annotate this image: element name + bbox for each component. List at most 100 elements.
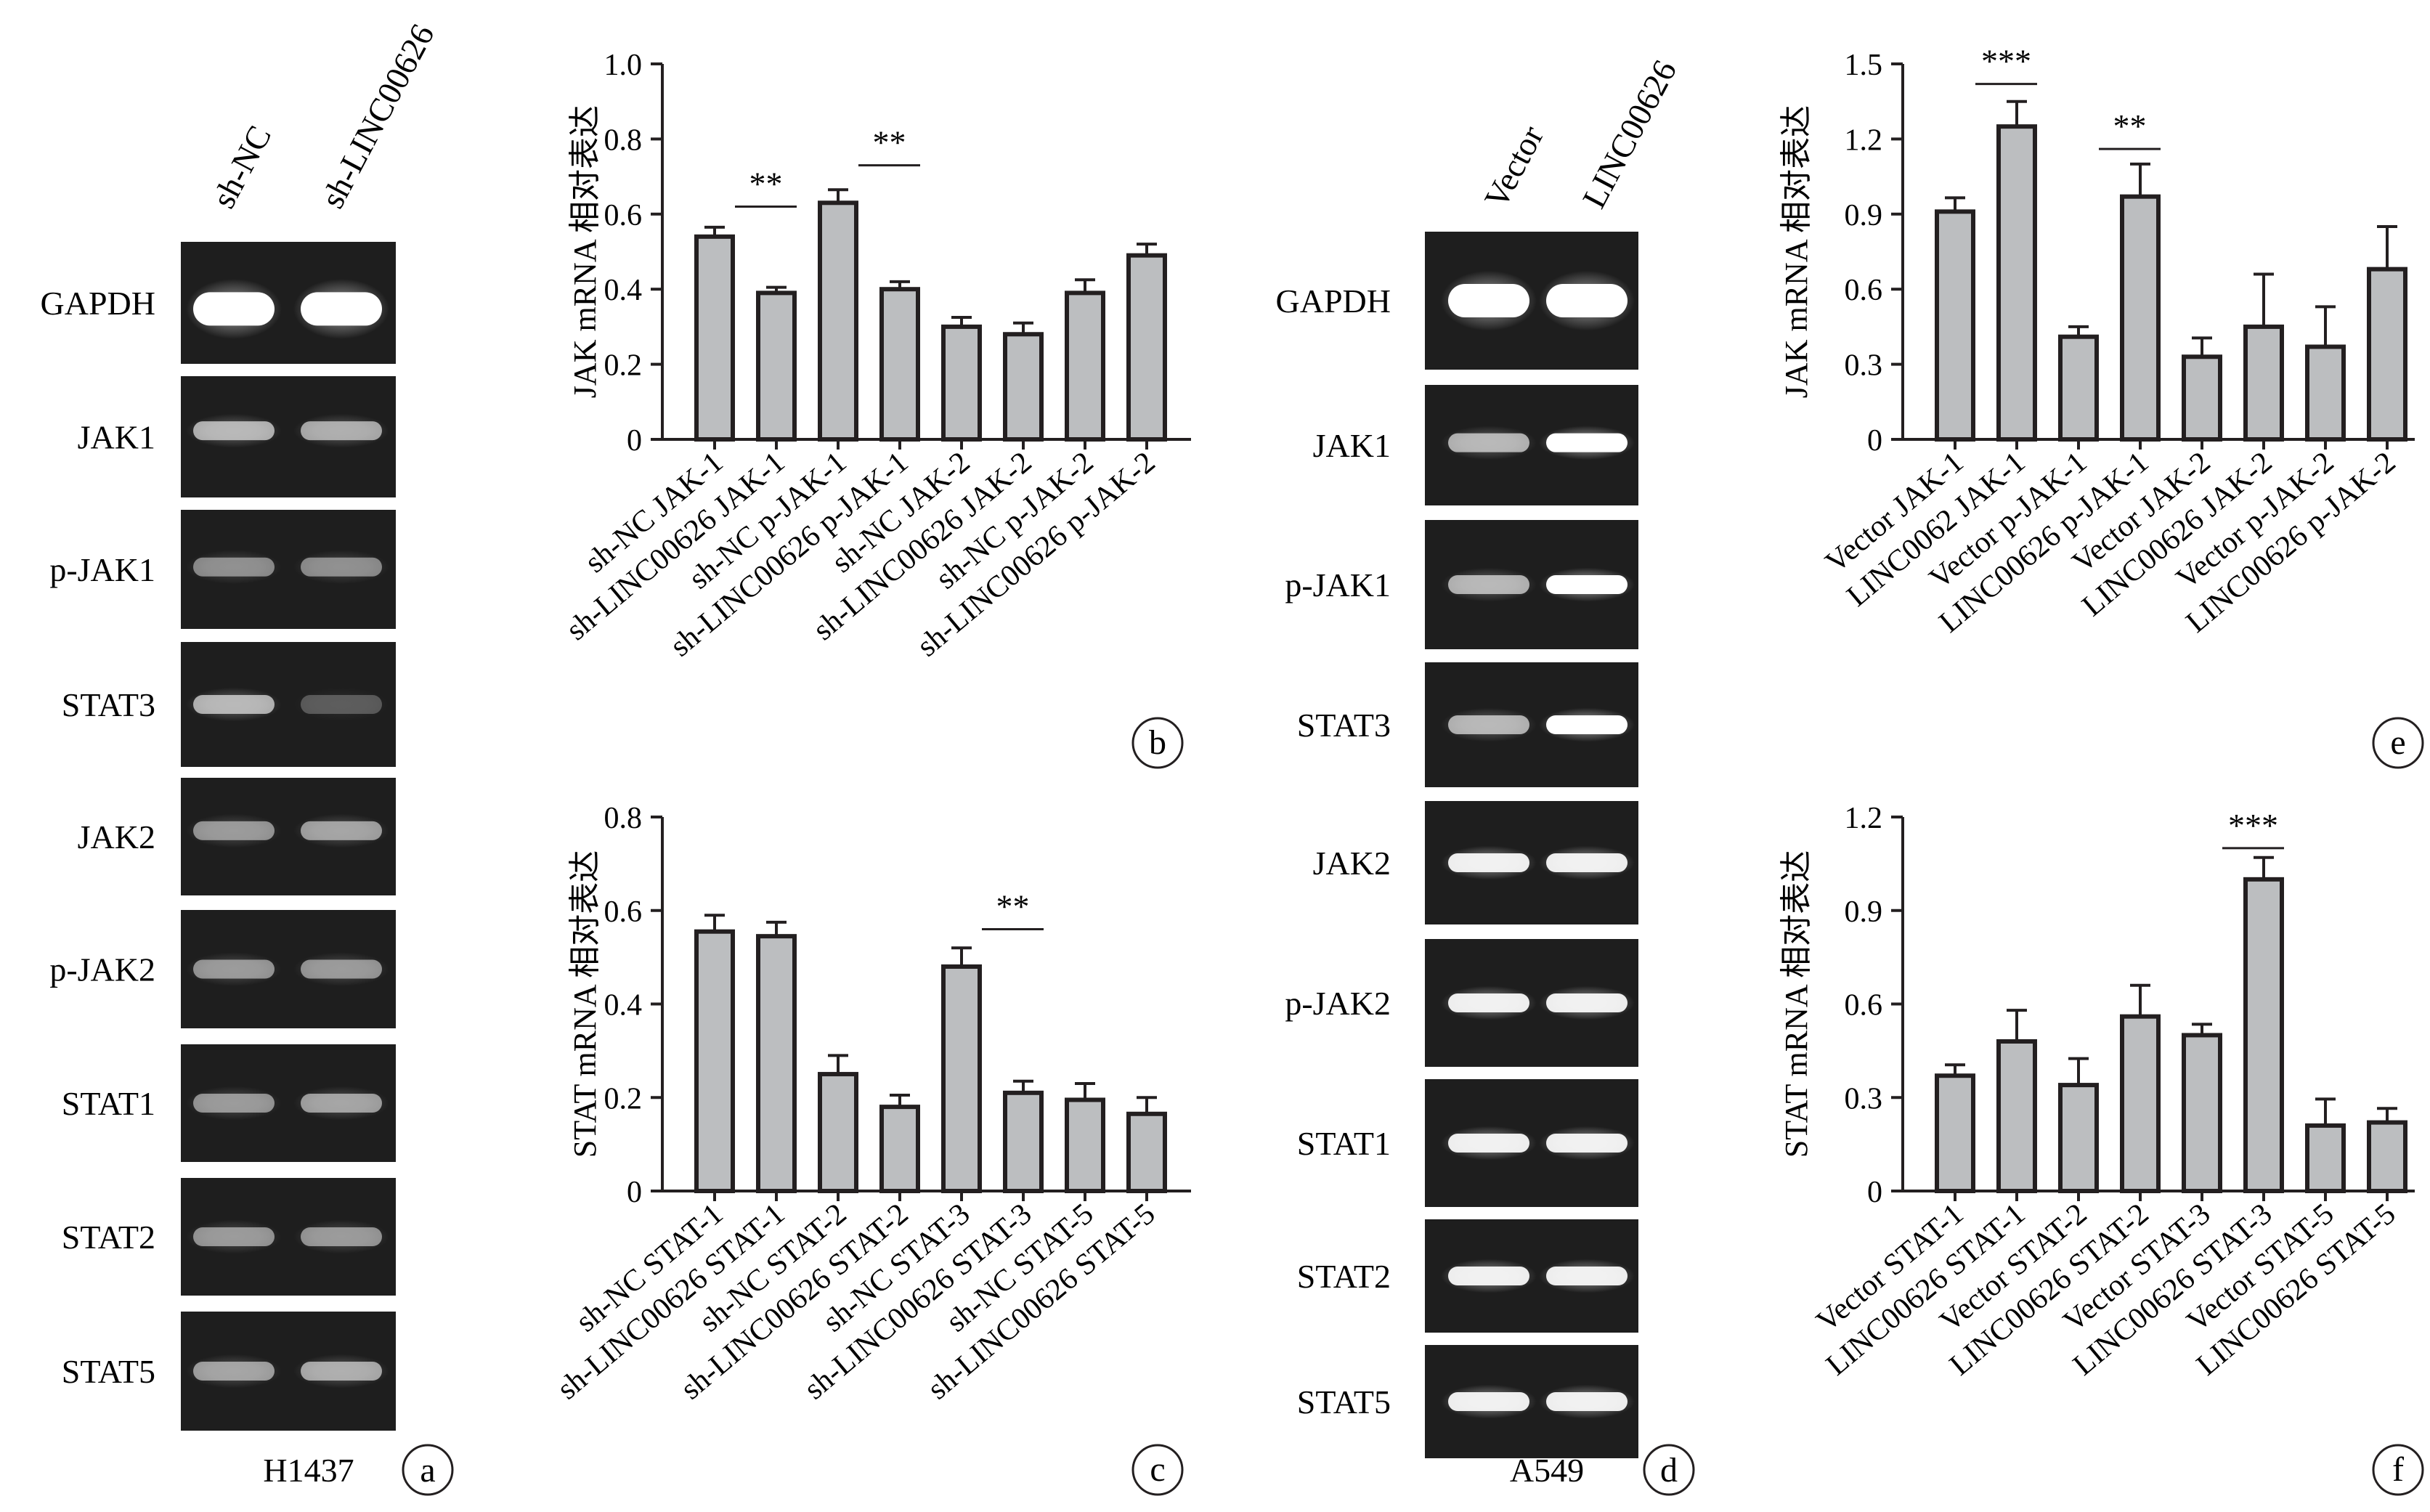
- y-tick-label: 0.8: [604, 123, 643, 157]
- blot-label-p-jak2: p-JAK2: [1285, 985, 1391, 1022]
- blot-label-p-jak2: p-JAK2: [49, 951, 155, 988]
- bar-linc00626-stat-3: [2243, 877, 2284, 1194]
- error-bar: [2068, 1057, 2089, 1086]
- bar-vector-jak-2: [2182, 354, 2222, 442]
- blot-label-jak1: JAK1: [78, 419, 155, 456]
- bar-sh-linc00626-stat-3: [1003, 1090, 1044, 1193]
- gel-band: [1539, 845, 1635, 880]
- error-bar: [704, 225, 725, 237]
- bar-sh-nc-stat-2: [818, 1072, 858, 1193]
- error-bar: [2192, 336, 2212, 357]
- error-bar: [890, 280, 910, 290]
- svg-text:a: a: [420, 1451, 435, 1489]
- gel-band: [1441, 845, 1537, 880]
- bar-sh-linc00626-jak-2: [1003, 332, 1044, 442]
- gel-band: [1539, 1384, 1635, 1419]
- blot-row-stat5: STAT5: [62, 1312, 396, 1431]
- lane-label-sh-linc00626: sh-LINC00626: [314, 18, 442, 214]
- gel-band: [1539, 270, 1635, 331]
- gel-band: [186, 279, 282, 339]
- blot-label-gapdh: GAPDH: [1276, 283, 1391, 320]
- gel-band: [293, 550, 389, 585]
- svg-text:b: b: [1149, 723, 1166, 762]
- error-bar: [828, 188, 848, 203]
- bar-linc00626-stat-5: [2367, 1120, 2407, 1194]
- gel-band: [1441, 567, 1537, 602]
- gel-rows-d: GAPDH JAK1 p-JAK1 STAT3 JAK2 p-JAK2 STAT1 STAT2…: [1276, 232, 1638, 1458]
- blot-label-jak2: JAK2: [1313, 845, 1391, 882]
- error-bar: [2130, 162, 2150, 197]
- significance-marker: **: [2099, 107, 2161, 150]
- blot-label-stat5: STAT5: [62, 1353, 155, 1390]
- bar-sh-nc-p-jak-1: [818, 200, 858, 442]
- blot-row-stat5: STAT5: [1297, 1345, 1638, 1458]
- significance-marker: ***: [2222, 807, 2284, 850]
- error-bar: [951, 946, 972, 967]
- svg-text:***: ***: [1981, 43, 2031, 80]
- gel-band: [1441, 1259, 1537, 1293]
- bar-sh-nc-stat-1: [694, 929, 735, 1193]
- blot-row-jak1: JAK1: [78, 376, 396, 497]
- y-tick-label: 0.2: [604, 1082, 643, 1115]
- error-bar: [2315, 305, 2336, 347]
- error-bar: [2377, 225, 2397, 269]
- blot-label-stat1: STAT1: [1297, 1125, 1391, 1162]
- error-bar: [2007, 99, 2027, 127]
- error-bar: [2068, 325, 2089, 337]
- y-tick-label: 0.4: [604, 274, 643, 307]
- gel-band: [1441, 1384, 1537, 1419]
- y-tick-label: 0.4: [604, 989, 643, 1023]
- blot-row-stat1: STAT1: [1297, 1079, 1638, 1207]
- gel-band: [293, 1219, 389, 1254]
- blot-label-stat3: STAT3: [1297, 707, 1391, 744]
- bar-linc00626-stat-2: [2120, 1014, 2161, 1193]
- y-tick-label: 1.5: [1845, 49, 1883, 82]
- blot-label-stat1: STAT1: [62, 1085, 155, 1122]
- y-tick-label: 0.9: [1845, 199, 1883, 232]
- error-bar: [1137, 243, 1157, 256]
- bar-vector-stat-5: [2305, 1123, 2346, 1193]
- y-tick-label: 0.2: [604, 349, 643, 383]
- svg-text:d: d: [1660, 1451, 1678, 1489]
- bar-sh-nc-stat-3: [941, 964, 982, 1193]
- blot-row-jak1: JAK1: [1313, 385, 1638, 505]
- gel-band: [293, 279, 389, 339]
- blot-label-jak2: JAK2: [78, 818, 155, 855]
- y-axis-title: STAT mRNA 相对表达: [1779, 850, 1814, 1158]
- gel-band: [186, 550, 282, 585]
- bar-vector-stat-2: [2058, 1083, 2099, 1194]
- gel-band: [1441, 270, 1537, 331]
- blot-label-stat2: STAT2: [1297, 1258, 1391, 1295]
- y-tick-label: 1.2: [1845, 123, 1883, 157]
- gel-band: [186, 813, 282, 848]
- y-tick-label: 1.2: [1845, 802, 1883, 835]
- gel-band: [293, 1354, 389, 1389]
- lane-label-linc00626: LINC00626: [1575, 54, 1683, 214]
- blot-row-p-jak1: p-JAK1: [1285, 520, 1638, 649]
- y-tick-label: 0: [627, 424, 642, 458]
- error-bar: [890, 1094, 910, 1107]
- blot-label-p-jak1: p-JAK1: [1285, 566, 1391, 603]
- y-tick-label: 0.6: [1845, 274, 1883, 307]
- y-axis-title: JAK mRNA 相对表达: [567, 105, 603, 398]
- y-tick-label: 0.3: [1845, 349, 1883, 383]
- error-bar: [1075, 1081, 1095, 1100]
- error-bar: [1013, 321, 1033, 335]
- blot-row-p-jak1: p-JAK1: [49, 510, 396, 629]
- error-bar: [1945, 1063, 1965, 1076]
- y-tick-label: 0.8: [604, 802, 643, 835]
- blot-label-stat5: STAT5: [1297, 1383, 1391, 1420]
- blot-row-stat2: STAT2: [1297, 1219, 1638, 1333]
- blot-row-stat1: STAT1: [62, 1044, 396, 1162]
- error-bar: [1137, 1096, 1157, 1114]
- blot-row-stat3: STAT3: [62, 642, 396, 767]
- gel-band: [1441, 1126, 1537, 1161]
- gel-band: [186, 1354, 282, 1389]
- gel-band: [1539, 567, 1635, 602]
- panel-a-gel: sh-NC sh-LINC00626 GAPDH JAK1 p-JAK1 STAT3 J…: [41, 18, 454, 1496]
- error-bar: [704, 914, 725, 932]
- y-tick-label: 0: [1867, 1176, 1882, 1209]
